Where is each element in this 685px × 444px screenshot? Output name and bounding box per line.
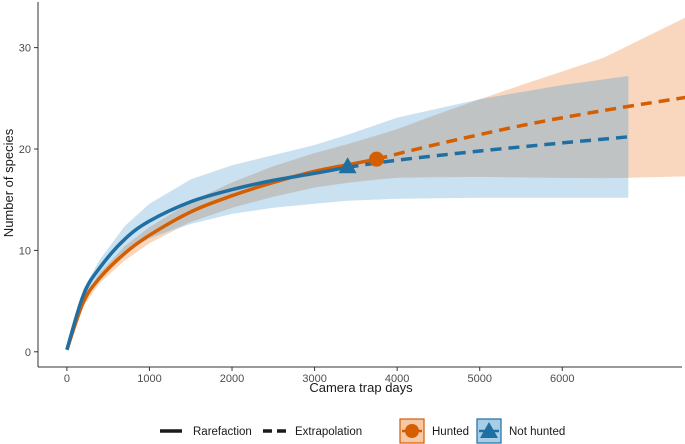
legend-hunted-marker	[405, 424, 419, 438]
y-tick-label: 0	[25, 347, 31, 359]
x-tick-label: 5000	[467, 373, 491, 385]
not-hunted-extrapolation-line	[347, 135, 629, 170]
observed-markers	[338, 151, 385, 174]
y-axis-title: Number of species	[1, 128, 16, 237]
x-tick-label: 1000	[137, 373, 161, 385]
x-tick-label: 2000	[220, 373, 244, 385]
legend-rarefaction-label: Rarefaction	[193, 426, 252, 438]
confidence-bands	[66, 17, 685, 350]
legend-not-hunted-label: Not hunted	[509, 426, 565, 438]
legend-extrapolation-label: Extrapolation	[295, 426, 362, 438]
hunted-observed-marker	[369, 151, 385, 167]
legend: Rarefaction Extrapolation Hunted Not hun…	[160, 418, 565, 444]
hunted-rarefaction-line	[65, 157, 377, 351]
x-tick-label: 6000	[550, 373, 574, 385]
hunted-extrapolation-line	[376, 95, 685, 161]
y-tick-label: 20	[19, 144, 31, 156]
legend-hunted-label: Hunted	[432, 426, 469, 438]
not-hunted-rarefaction-line	[65, 165, 348, 351]
series-lines	[65, 95, 685, 351]
y-tick-label: 30	[19, 43, 31, 55]
ci-overlap-band	[66, 76, 629, 350]
legend-not-hunted-marker	[480, 422, 498, 438]
axes: 0 1000 2000 3000 4000 5000 6000 0 10 20 30	[19, 2, 682, 385]
not-hunted-observed-marker	[338, 157, 357, 174]
x-tick-label: 0	[64, 373, 70, 385]
x-axis-title: Camera trap days	[309, 380, 413, 395]
x-tick-label: 4000	[385, 373, 409, 385]
y-tick-label: 10	[19, 245, 31, 257]
x-tick-label: 3000	[302, 373, 326, 385]
